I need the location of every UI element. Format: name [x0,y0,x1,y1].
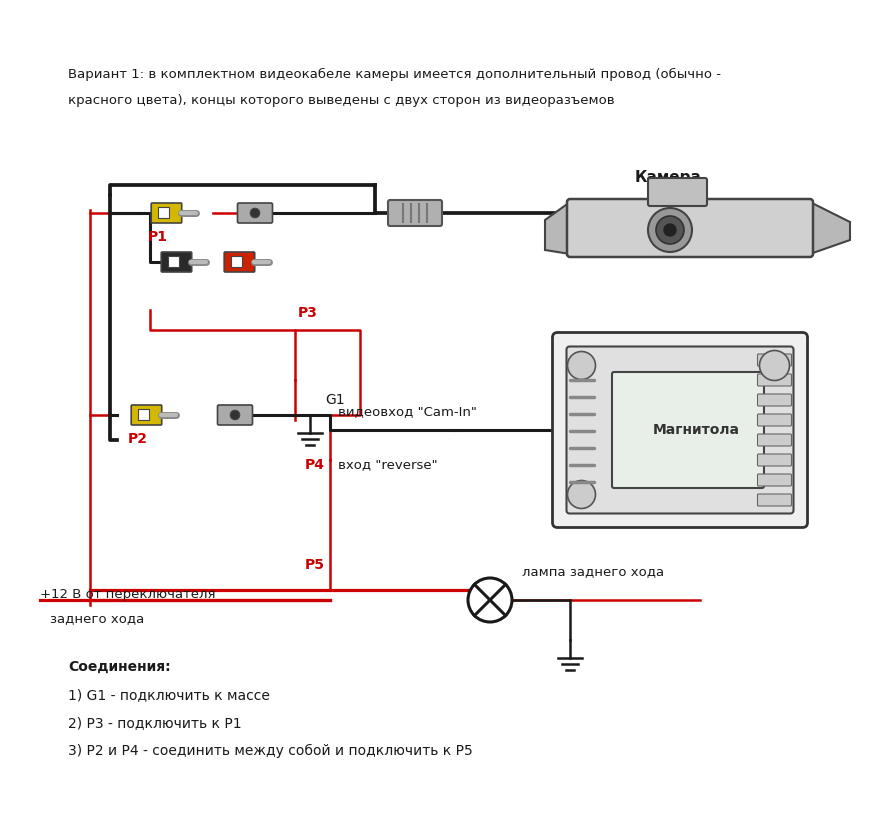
FancyBboxPatch shape [217,405,253,425]
Text: Камера: Камера [635,170,701,185]
FancyBboxPatch shape [131,405,162,425]
Text: G1: G1 [325,393,345,407]
FancyBboxPatch shape [567,346,794,513]
Circle shape [568,351,596,379]
Polygon shape [810,202,850,254]
Text: P2: P2 [128,432,148,446]
Text: P3: P3 [298,306,318,320]
FancyBboxPatch shape [758,394,791,406]
Text: Соединения:: Соединения: [68,660,171,674]
Polygon shape [545,202,570,254]
Circle shape [759,351,789,380]
FancyBboxPatch shape [388,200,442,226]
FancyBboxPatch shape [758,494,791,506]
FancyBboxPatch shape [225,252,255,272]
Text: вход "reverse": вход "reverse" [338,458,438,471]
Text: P4: P4 [305,458,325,472]
FancyBboxPatch shape [758,354,791,366]
FancyBboxPatch shape [151,203,182,223]
Text: видеовход "Cam-In": видеовход "Cam-In" [338,405,476,418]
FancyBboxPatch shape [758,454,791,466]
FancyBboxPatch shape [648,178,707,206]
Text: P5: P5 [305,558,325,572]
Circle shape [468,578,512,622]
FancyBboxPatch shape [758,434,791,446]
Text: лампа заднего хода: лампа заднего хода [522,565,664,578]
Text: 3) Р2 и Р4 - соединить между собой и подключить к Р5: 3) Р2 и Р4 - соединить между собой и под… [68,744,473,758]
Text: +12 В от переключателя: +12 В от переключателя [40,588,216,601]
FancyBboxPatch shape [238,203,272,223]
Text: 1) G1 - подключить к массе: 1) G1 - подключить к массе [68,688,270,702]
FancyBboxPatch shape [758,474,791,486]
Circle shape [230,410,240,420]
Circle shape [250,209,260,218]
FancyBboxPatch shape [552,333,807,528]
FancyBboxPatch shape [758,414,791,426]
FancyBboxPatch shape [758,374,791,386]
Text: Магнитола: Магнитола [652,423,740,437]
FancyBboxPatch shape [158,207,169,218]
FancyBboxPatch shape [231,256,241,268]
Text: 2) Р3 - подключить к Р1: 2) Р3 - подключить к Р1 [68,716,241,730]
Circle shape [568,480,596,508]
Circle shape [664,224,676,236]
Text: Вариант 1: в комплектном видеокабеле камеры имеется дополнительный провод (обычн: Вариант 1: в комплектном видеокабеле кам… [68,68,721,81]
FancyBboxPatch shape [567,199,813,257]
FancyBboxPatch shape [168,256,179,268]
FancyBboxPatch shape [612,372,764,488]
FancyBboxPatch shape [161,252,192,272]
Text: заднего хода: заднего хода [50,612,144,625]
Text: P1: P1 [148,230,168,244]
Text: красного цвета), концы которого выведены с двух сторон из видеоразъемов: красного цвета), концы которого выведены… [68,94,614,107]
Circle shape [656,216,684,244]
FancyBboxPatch shape [138,409,149,420]
Circle shape [648,208,692,252]
